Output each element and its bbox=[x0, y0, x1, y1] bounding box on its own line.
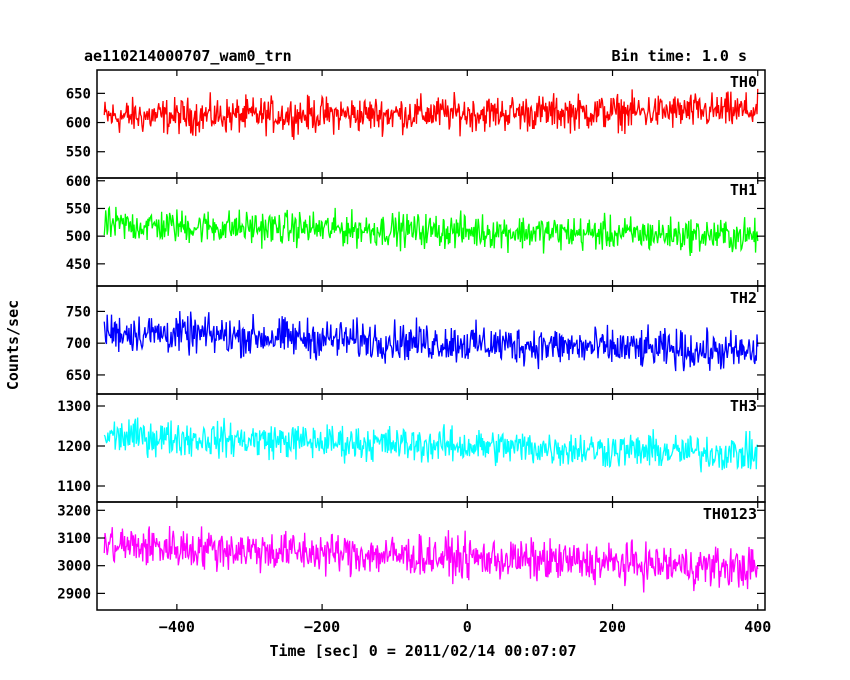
chart-title: ae110214000707_wam0_trn bbox=[84, 47, 292, 65]
panel-label-th2: TH2 bbox=[730, 289, 757, 307]
y-tick-label: 500 bbox=[66, 229, 91, 245]
x-tick-label: −200 bbox=[304, 618, 340, 636]
x-tick-label: 400 bbox=[744, 618, 771, 636]
panel-label-th0: TH0 bbox=[730, 73, 757, 91]
panel-label-th0123: TH0123 bbox=[703, 505, 757, 523]
y-tick-label: 650 bbox=[66, 86, 91, 102]
panels-group: 550 600 650 TH0 450 500 550 600 TH1 650 700 750 TH2 1… bbox=[57, 69, 771, 636]
y-tick-label: 550 bbox=[66, 201, 91, 217]
y-tick-label: 2900 bbox=[57, 586, 91, 602]
series-line-th0123 bbox=[103, 525, 759, 593]
x-tick-label: 200 bbox=[599, 618, 626, 636]
x-axis-label: Time [sec] 0 = 2011/02/14 00:07:07 bbox=[269, 642, 576, 660]
panel-label-th3: TH3 bbox=[730, 397, 757, 415]
y-tick-label: 1100 bbox=[57, 479, 91, 495]
series-line-th0 bbox=[103, 88, 759, 140]
x-tick-label: −400 bbox=[159, 618, 195, 636]
y-tick-label: 600 bbox=[66, 174, 91, 190]
panel-label-th1: TH1 bbox=[730, 181, 757, 199]
y-tick-label: 600 bbox=[66, 116, 91, 132]
series-line-th3 bbox=[103, 417, 758, 473]
series-line-th1 bbox=[103, 205, 759, 256]
y-tick-label: 550 bbox=[66, 145, 91, 161]
y-tick-label: 700 bbox=[66, 336, 91, 352]
y-tick-label: 3100 bbox=[57, 531, 91, 547]
y-tick-label: 3200 bbox=[57, 503, 91, 519]
y-axis-label: Counts/sec bbox=[4, 300, 22, 390]
y-tick-label: 650 bbox=[66, 368, 91, 384]
y-tick-label: 750 bbox=[66, 304, 91, 320]
y-tick-label: 1200 bbox=[57, 439, 91, 455]
y-tick-label: 3000 bbox=[57, 559, 91, 575]
series-line-th2 bbox=[103, 311, 759, 372]
panel-frame-th0123 bbox=[96, 501, 766, 611]
y-tick-label: 1300 bbox=[57, 399, 91, 415]
y-tick-label: 450 bbox=[66, 257, 91, 273]
bin-time-label: Bin time: 1.0 s bbox=[612, 47, 747, 65]
x-tick-label: 0 bbox=[463, 618, 472, 636]
